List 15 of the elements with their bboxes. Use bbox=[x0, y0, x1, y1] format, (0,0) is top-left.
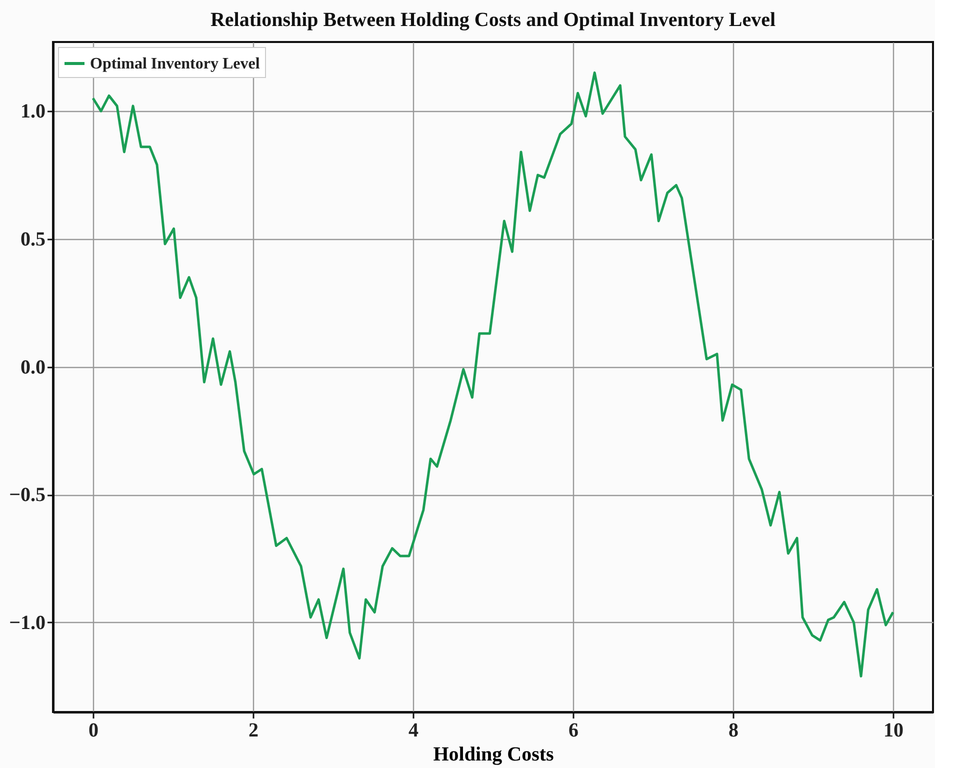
line-series bbox=[92, 71, 894, 678]
chart-title: Relationship Between Holding Costs and Optimal Inventory Level bbox=[210, 9, 776, 31]
x-axis-title: Holding Costs bbox=[433, 744, 554, 766]
y-tick-label: 0.5 bbox=[20, 228, 46, 250]
x-tick-label: 6 bbox=[568, 720, 578, 742]
x-tick-label: 8 bbox=[728, 720, 738, 742]
y-tick-label: −1.0 bbox=[9, 612, 46, 634]
legend-label: Optimal Inventory Level bbox=[90, 56, 260, 72]
y-tick-label: −0.5 bbox=[9, 484, 46, 506]
y-tick-label: 0.0 bbox=[20, 356, 46, 378]
x-tick-label: 4 bbox=[408, 720, 418, 742]
y-tick-label: 1.0 bbox=[20, 100, 46, 123]
x-tick-label: 10 bbox=[884, 720, 904, 742]
x-tick-label: 0 bbox=[88, 720, 98, 742]
x-tick-label: 2 bbox=[248, 720, 258, 742]
